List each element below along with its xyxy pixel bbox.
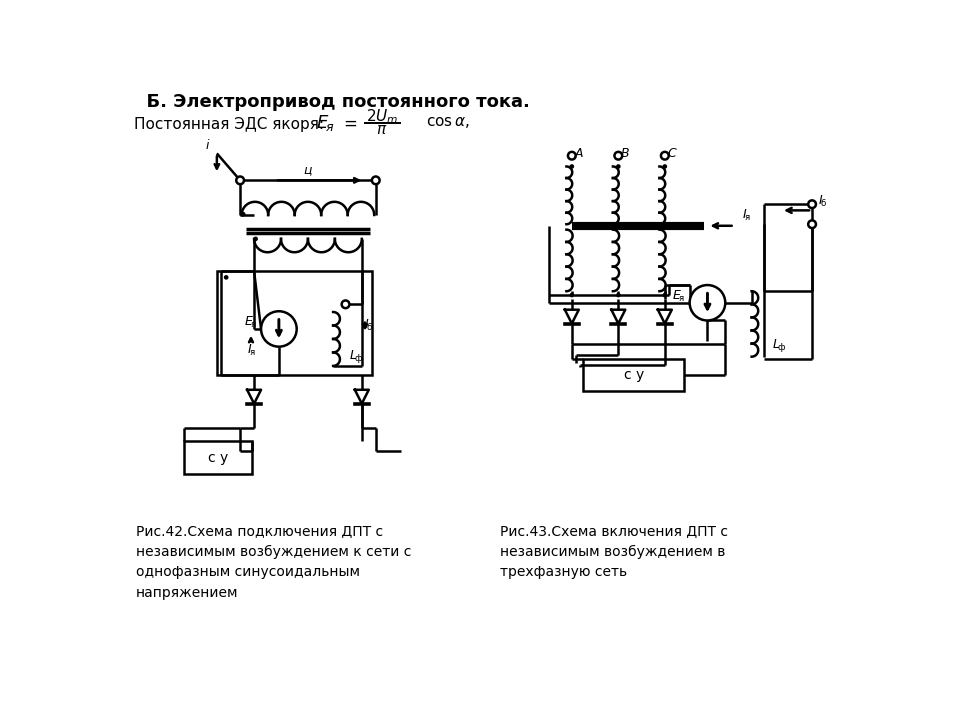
Text: $=$: $=$ xyxy=(340,114,357,132)
Circle shape xyxy=(342,300,349,308)
Text: ц: ц xyxy=(303,163,312,176)
Circle shape xyxy=(689,285,725,320)
Text: $E_{\!\mathrm{я}}$: $E_{\!\mathrm{я}}$ xyxy=(244,315,256,330)
Bar xyxy=(584,359,684,391)
Text: B: B xyxy=(621,147,630,160)
Circle shape xyxy=(569,164,574,168)
Text: $\pi$: $\pi$ xyxy=(376,123,388,138)
Circle shape xyxy=(616,293,621,297)
Circle shape xyxy=(569,293,574,297)
Circle shape xyxy=(372,176,379,184)
Circle shape xyxy=(614,152,622,160)
Circle shape xyxy=(568,152,576,160)
Circle shape xyxy=(808,220,816,228)
Text: $I_{\!\mathrm{б}}$: $I_{\!\mathrm{б}}$ xyxy=(818,194,827,209)
Text: Рис.42.Схема подключения ДПТ с
независимым возбуждением к сети с
однофазным сину: Рис.42.Схема подключения ДПТ с независим… xyxy=(135,523,411,600)
Text: $I_{\!\mathrm{я}}$: $I_{\!\mathrm{я}}$ xyxy=(742,207,751,222)
Text: Б. Электропривод постоянного тока.: Б. Электропривод постоянного тока. xyxy=(134,93,530,111)
Circle shape xyxy=(662,164,667,168)
Circle shape xyxy=(253,237,258,241)
Text: A: A xyxy=(574,147,583,160)
Circle shape xyxy=(261,311,297,346)
Text: $2U_m$: $2U_m$ xyxy=(366,107,398,126)
Circle shape xyxy=(224,275,228,279)
Text: $\cos\alpha,$: $\cos\alpha,$ xyxy=(426,115,469,130)
Text: $E_{\!я}$: $E_{\!я}$ xyxy=(316,112,335,132)
Circle shape xyxy=(662,293,667,297)
Text: C: C xyxy=(667,147,676,160)
Circle shape xyxy=(616,164,621,168)
Circle shape xyxy=(236,176,244,184)
Circle shape xyxy=(808,200,816,208)
Bar xyxy=(183,441,252,474)
Text: $E_{\!\mathrm{я}}$: $E_{\!\mathrm{я}}$ xyxy=(671,289,684,304)
Text: i: i xyxy=(205,139,209,152)
Circle shape xyxy=(241,212,246,217)
Text: $L_{\!\mathrm{ф}}$: $L_{\!\mathrm{ф}}$ xyxy=(349,348,364,365)
Bar xyxy=(217,271,372,375)
Text: с у: с у xyxy=(207,451,228,464)
Text: с у: с у xyxy=(624,368,644,382)
Text: Постоянная ЭДС якоря:: Постоянная ЭДС якоря: xyxy=(134,117,324,132)
Text: $L_{\!\mathrm{ф}}$: $L_{\!\mathrm{ф}}$ xyxy=(772,337,787,354)
Text: $I_{\!\mathrm{б}}$: $I_{\!\mathrm{б}}$ xyxy=(364,318,373,333)
Text: $I_{\!\mathrm{я}}$: $I_{\!\mathrm{я}}$ xyxy=(247,343,255,358)
Text: Рис.43.Схема включения ДПТ с
независимым возбуждением в
трехфазную сеть: Рис.43.Схема включения ДПТ с независимым… xyxy=(500,523,728,579)
Circle shape xyxy=(660,152,669,160)
